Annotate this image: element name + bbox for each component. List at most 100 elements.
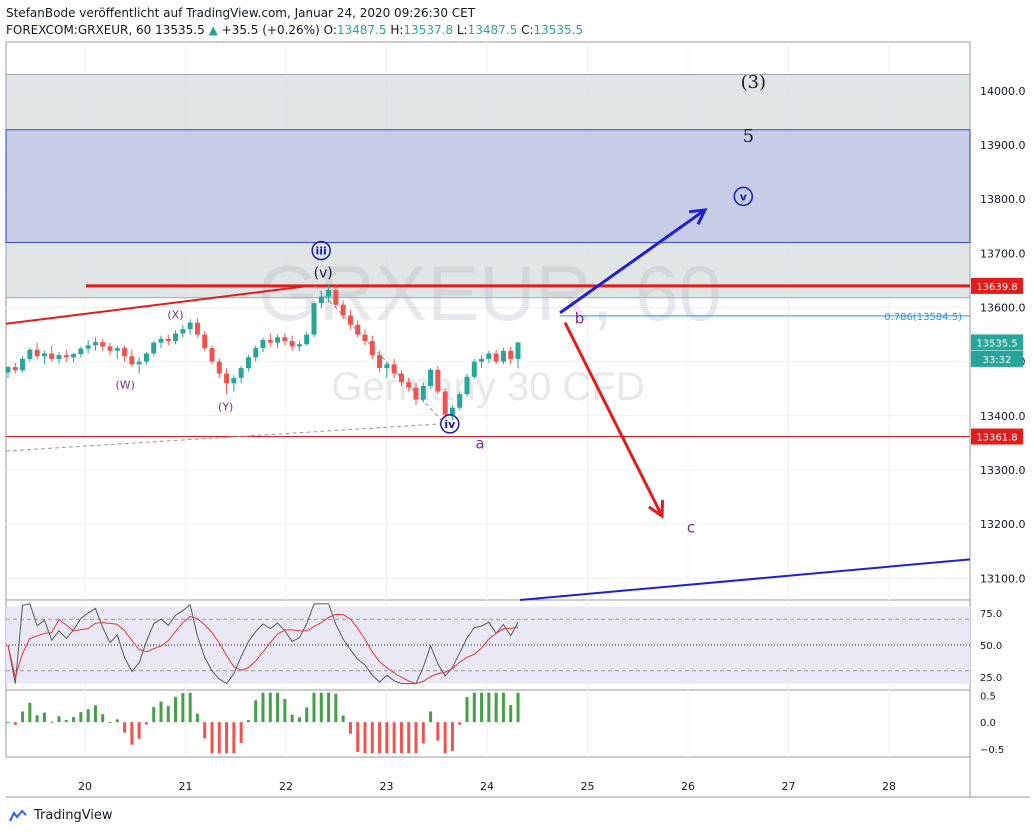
- time-tick: 28: [882, 780, 896, 793]
- price-badge-label: 13361.8: [976, 433, 1017, 444]
- candle: [464, 376, 470, 395]
- candle: [158, 338, 164, 343]
- tradingview-logo-icon: [9, 809, 27, 821]
- candle: [369, 341, 375, 356]
- candle: [92, 342, 98, 346]
- time-tick: 26: [681, 780, 695, 793]
- osc-bar: [399, 722, 403, 754]
- osc-bar: [363, 722, 367, 754]
- brand-name: TradingView: [34, 808, 113, 823]
- osc-bar: [370, 722, 374, 754]
- low-value: 13487.5: [467, 23, 518, 37]
- candle: [34, 349, 40, 357]
- bearish-arrow-head: [647, 499, 665, 519]
- osc-bar: [79, 712, 83, 723]
- candle: [304, 334, 310, 345]
- wave-label: v: [740, 190, 748, 203]
- bullish-arrow-head: [688, 208, 708, 225]
- osc-bar: [57, 716, 61, 723]
- osc-bar: [261, 692, 265, 723]
- price-badge: [971, 428, 1023, 445]
- osc-bar: [472, 692, 476, 723]
- candle: [428, 369, 434, 387]
- osc-bar: [254, 700, 258, 723]
- dashed-trend-line: [5, 423, 441, 452]
- osc-bar: [392, 722, 396, 754]
- candle: [143, 353, 149, 362]
- candle: [20, 358, 26, 371]
- candle: [71, 354, 77, 358]
- osc-bar: [195, 713, 199, 723]
- price-tick: 13300.0: [980, 464, 1026, 477]
- candle: [107, 346, 113, 351]
- symbol: FOREXCOM:GRXEUR, 60: [6, 23, 152, 37]
- osc-bar: [130, 722, 134, 745]
- watermark-name: Germany 30 CFD: [331, 365, 644, 409]
- osc-bar: [232, 722, 236, 754]
- osc-bar: [268, 692, 272, 723]
- candle: [114, 348, 120, 351]
- candle: [245, 357, 251, 369]
- osc-bar: [152, 707, 156, 723]
- candle: [377, 355, 383, 369]
- candle: [41, 353, 47, 357]
- osc-bar: [516, 692, 520, 723]
- price-tick: 13800.0: [980, 193, 1026, 206]
- osc-bar: [144, 722, 148, 725]
- osc-bar: [443, 722, 447, 754]
- osc-bar: [137, 722, 141, 739]
- osc-bar: [174, 696, 178, 723]
- last-price: 13535.5: [155, 23, 205, 37]
- candle: [238, 368, 244, 378]
- candle: [391, 364, 397, 374]
- candle: [202, 334, 208, 349]
- osc-bar: [6, 722, 10, 724]
- osc-bar: [239, 722, 243, 744]
- osc-bar: [101, 714, 105, 723]
- candle: [326, 290, 332, 297]
- osc-bar: [35, 715, 39, 723]
- osc-bar: [93, 705, 97, 723]
- candle: [173, 333, 179, 342]
- osc-bar: [13, 722, 17, 725]
- osc-bar: [166, 706, 170, 723]
- osc-bar: [319, 692, 323, 723]
- price-tick: 13900.0: [980, 139, 1026, 152]
- time-tick: 20: [78, 780, 92, 793]
- wave-label: (3): [741, 72, 767, 93]
- wave-label: a: [475, 434, 484, 452]
- wave-circle: [311, 240, 331, 261]
- price-badge: [971, 277, 1023, 294]
- tradingview-footer: TradingView: [8, 808, 113, 823]
- price-badge-label: 13535.5: [976, 338, 1017, 349]
- wave-circle: [733, 186, 754, 207]
- time-tick: 23: [380, 780, 394, 793]
- osc-bar: [276, 692, 280, 723]
- time-tick: 21: [179, 780, 193, 793]
- osc-bar: [290, 714, 294, 723]
- price-tick: 13700.0: [980, 247, 1026, 260]
- time-tick: 27: [782, 780, 796, 793]
- wave-label: c: [687, 518, 695, 536]
- osc-bar: [64, 720, 68, 723]
- candle: [267, 339, 273, 343]
- price-badge-label: 13639.8: [976, 282, 1017, 293]
- osc-bar: [429, 711, 433, 723]
- bearish-arrow: [563, 321, 664, 517]
- candle: [318, 296, 324, 304]
- candle: [85, 345, 91, 349]
- time-tick: 22: [279, 780, 293, 793]
- wave-label: b: [575, 310, 585, 328]
- osc-bar: [378, 722, 382, 754]
- candle: [56, 355, 62, 359]
- price-badge-label: 33:32: [983, 355, 1012, 366]
- wave-label: (v): [314, 266, 333, 282]
- osc-bar: [385, 722, 389, 754]
- candle: [449, 407, 455, 415]
- wave-label: iv: [444, 418, 456, 431]
- wave-label: (W): [115, 379, 134, 392]
- candle: [413, 387, 419, 400]
- osc-bar: [348, 722, 352, 734]
- candle: [151, 342, 157, 354]
